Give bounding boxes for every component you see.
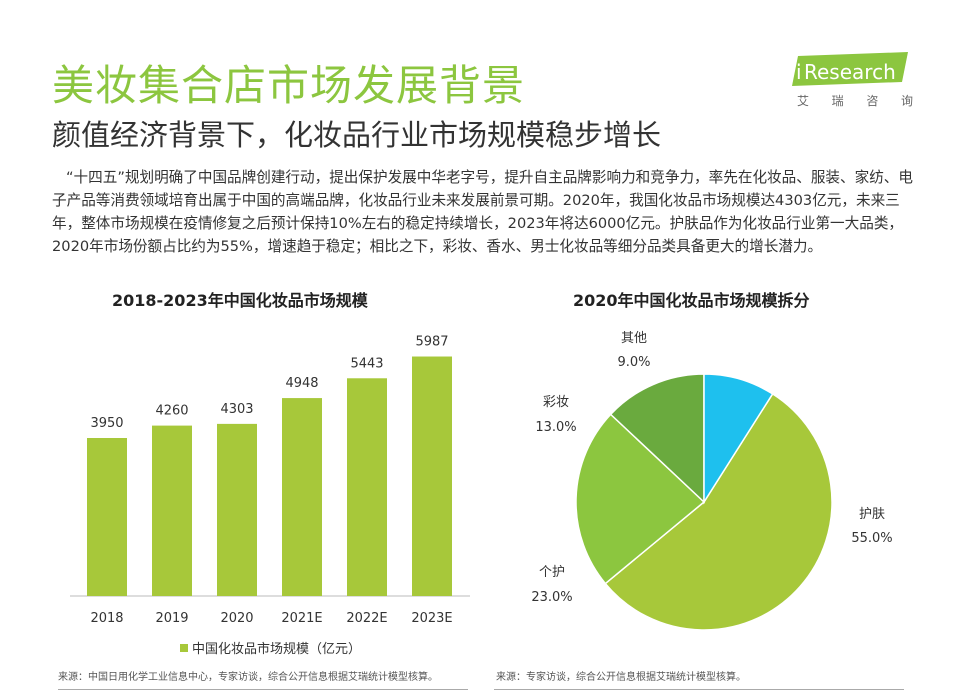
right-divider	[494, 689, 904, 690]
pie-chart: 护肤 55.0% 个护 23.0% 彩妆 13.0% 其他 9.0%	[531, 331, 893, 631]
bar-2023E	[412, 356, 452, 596]
bar-2021E	[282, 398, 322, 596]
pie-chart-title: 2020年中国化妆品市场规模拆分	[573, 291, 810, 310]
pie-chart-source: 来源：专家访谈，综合公开信息根据艾瑞统计模型核算。	[496, 672, 746, 683]
pie-slice-label: 其他	[621, 331, 647, 346]
pie-slice-label: 个护	[539, 565, 565, 580]
logo-i: i	[796, 60, 802, 84]
bar-value-label: 4303	[220, 402, 253, 417]
logo-green-shape	[792, 52, 908, 86]
legend-label: 中国化妆品市场规模（亿元）	[192, 642, 362, 657]
page-title: 美妆集合店市场发展背景	[52, 61, 526, 110]
intro-paragraph: “十四五”规划明确了中国品牌创建行动，提出保护发展中华老字号，提升自主品牌影响力…	[52, 169, 913, 255]
left-divider	[58, 689, 468, 690]
bar-chart: 3950 2018 4260 2019 4303 2020 4948 2021E 5443 202…	[70, 335, 470, 626]
bar-chart-legend: 中国化妆品市场规模（亿元）	[180, 638, 361, 657]
pie-slice-label: 护肤	[859, 507, 885, 522]
bar-category-label: 2021E	[281, 611, 322, 626]
bar-2018	[87, 438, 127, 596]
bar-category-label: 2023E	[411, 611, 452, 626]
bar-value-label: 4260	[155, 404, 188, 419]
bar-value-label: 5443	[350, 356, 383, 371]
pie-slice-other	[703, 373, 774, 505]
bar-category-label: 2019	[155, 611, 188, 626]
bar-category-label: 2022E	[346, 611, 387, 626]
logo-wordmark: Research	[804, 60, 896, 84]
bar-category-label: 2018	[90, 611, 123, 626]
bar-value-label: 4948	[285, 376, 318, 391]
bar-chart-title: 2018-2023年中国化妆品市场规模	[112, 291, 368, 310]
pie-slice-value: 9.0%	[617, 355, 650, 370]
bar-value-label: 5987	[415, 335, 448, 350]
pie-slice-skincare	[604, 392, 833, 631]
bar-2022E	[347, 378, 387, 596]
page-subtitle: 颜值经济背景下，化妆品行业市场规模稳步增长	[52, 118, 662, 152]
pie-slice-personal-care	[575, 413, 706, 585]
pie-slice-makeup	[609, 373, 705, 504]
logo-char-2: 瑞	[831, 94, 844, 108]
logo-chinese-name: 艾 瑞 咨 询	[797, 92, 913, 109]
iresearch-logo: i Research	[792, 52, 908, 86]
pie-slice-value: 23.0%	[531, 590, 572, 605]
pie-slice-label: 彩妆	[543, 395, 569, 410]
logo-char-4: 询	[900, 94, 913, 108]
bar-category-label: 2020	[220, 611, 253, 626]
legend-swatch	[180, 643, 188, 652]
bar-2020	[217, 423, 257, 596]
pie-slice-value: 13.0%	[535, 420, 576, 435]
pie-slice-value: 55.0%	[851, 531, 892, 546]
bar-value-label: 3950	[90, 416, 123, 431]
bar-2019	[152, 425, 192, 596]
logo-char-3: 咨	[866, 94, 879, 108]
logo-char-1: 艾	[797, 94, 810, 108]
bar-chart-source: 来源：中国日用化学工业信息中心，专家访谈，综合公开信息根据艾瑞统计模型核算。	[58, 672, 438, 683]
